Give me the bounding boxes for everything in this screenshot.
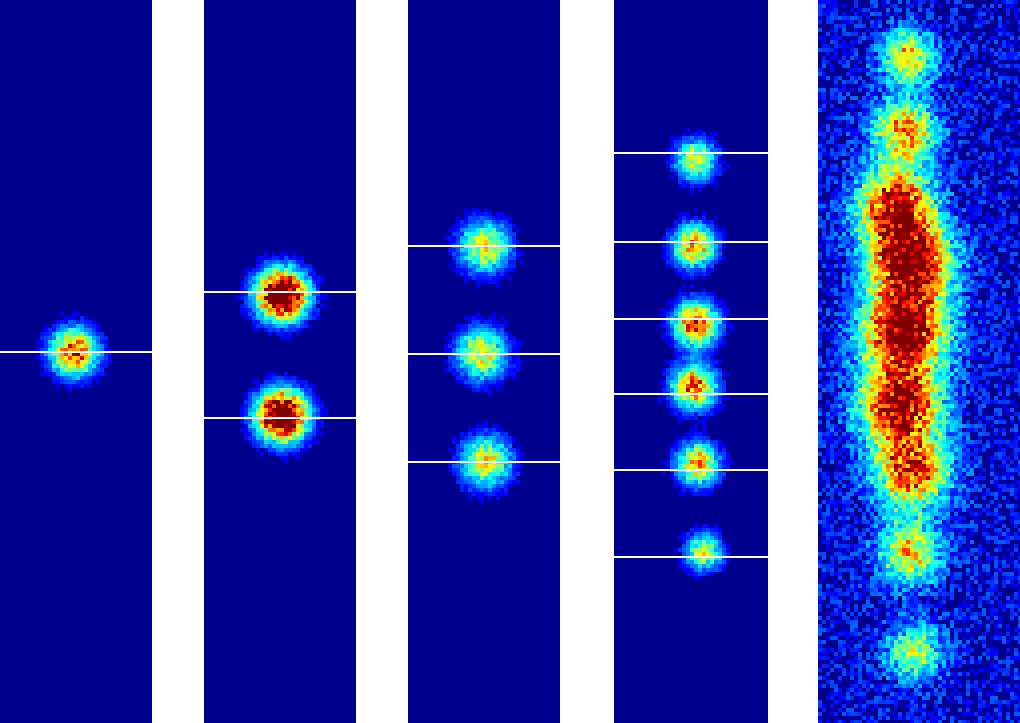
- intensity-map: [408, 0, 560, 723]
- panel-5-diffuse-column: [818, 0, 1020, 723]
- panel-4-six-spots: [614, 0, 768, 723]
- intensity-map: [614, 0, 768, 723]
- panel-1-single-spot: [0, 0, 152, 723]
- intensity-map: [0, 0, 152, 723]
- intensity-map: [204, 0, 356, 723]
- panel-3-three-spots: [408, 0, 560, 723]
- intensity-map: [818, 0, 1020, 723]
- panel-2-two-spots: [204, 0, 356, 723]
